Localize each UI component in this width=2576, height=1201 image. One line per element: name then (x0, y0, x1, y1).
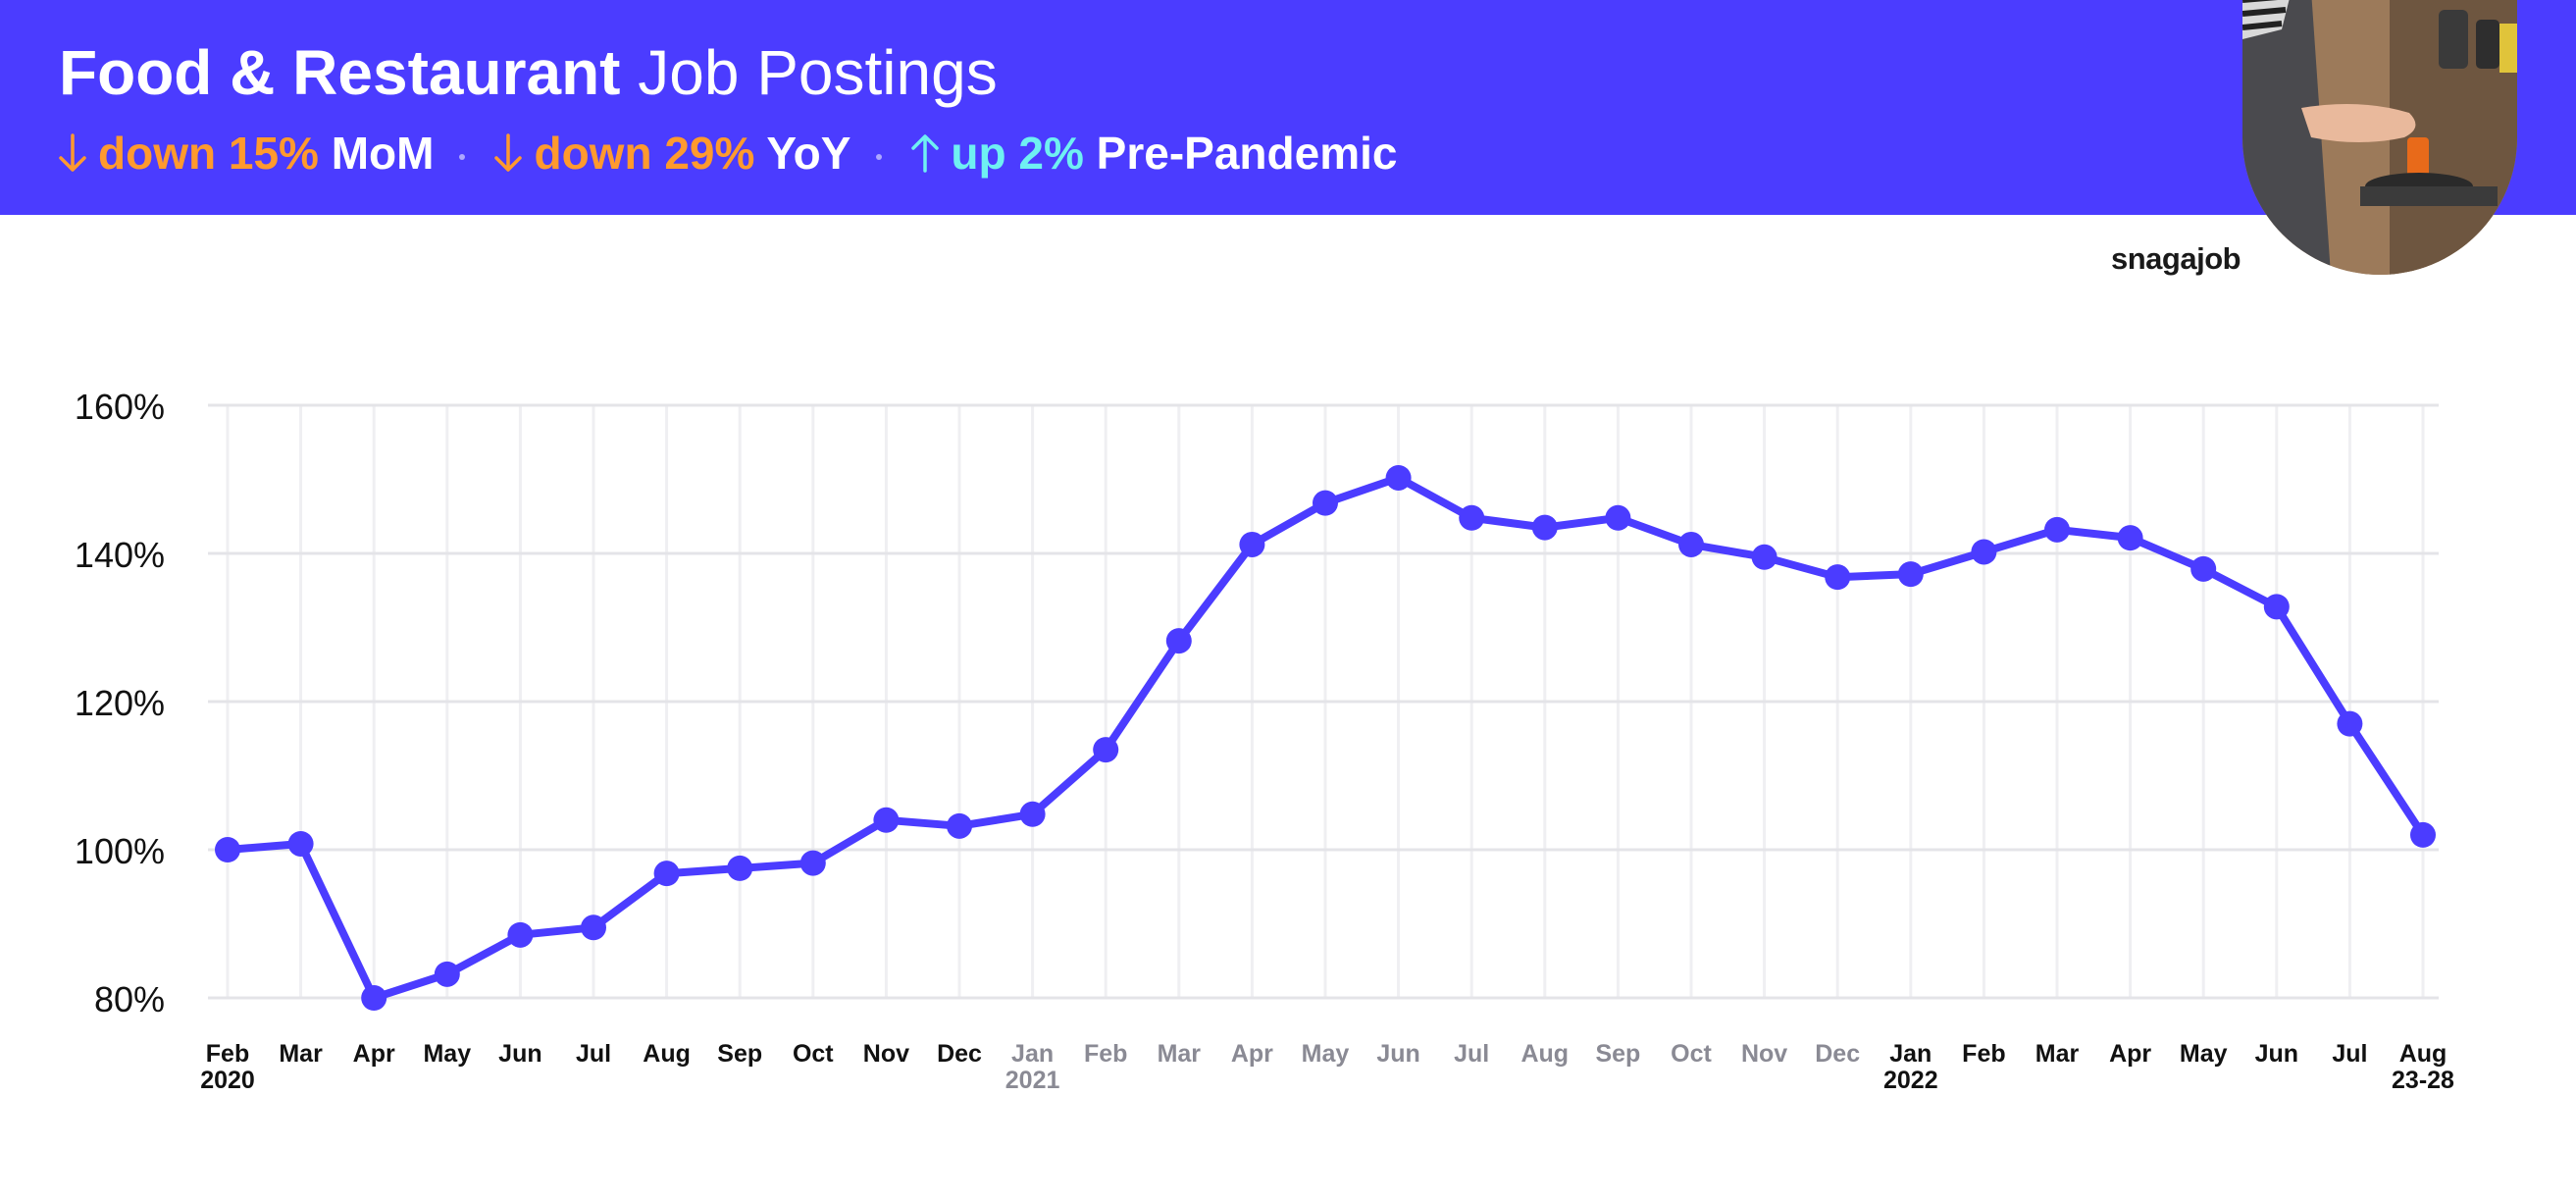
stats-row: down 15% MoM down 29% YoY up 2% Pre-Pand… (55, 122, 1397, 184)
arrow-down-icon (59, 133, 86, 172)
data-point (1459, 504, 1485, 531)
x-tick-label: Dec (937, 1040, 982, 1068)
data-point (434, 961, 460, 987)
x-tick-label: May (1302, 1040, 1350, 1068)
x-tick-label: Jun (1376, 1040, 1419, 1068)
x-tick-label: Sep (717, 1040, 762, 1068)
x-tick-label: Oct (1671, 1040, 1712, 1068)
data-point (873, 807, 900, 833)
data-point (361, 985, 387, 1011)
data-point (799, 850, 826, 876)
brand-logo: snagajob (2111, 241, 2241, 276)
y-axis-labels: 80% 100% 120% 140% 160% (75, 387, 165, 1019)
y-tick-label: 120% (75, 683, 165, 723)
x-tick-label: Apr (2109, 1040, 2151, 1068)
x-tick-label: Jun (2255, 1040, 2298, 1068)
data-point (1093, 737, 1119, 763)
data-point (287, 830, 314, 857)
x-tick-label: Apr (1231, 1040, 1273, 1068)
data-point (1678, 531, 1704, 557)
data-point (2117, 525, 2143, 551)
stat-mom: down 15% MoM (55, 122, 434, 184)
data-point (1019, 801, 1046, 827)
x-tick-label: Jan (1011, 1040, 1054, 1068)
data-point (1897, 561, 1924, 588)
data-point (2190, 555, 2217, 582)
arrow-down-icon (494, 133, 523, 172)
x-tick-label: Feb (1962, 1040, 2005, 1068)
x-tick-label: Apr (353, 1040, 395, 1068)
restaurant-photo (2242, 0, 2517, 275)
data-point (1971, 539, 1997, 565)
stat-mom-value: down 15% (98, 128, 319, 179)
data-point (1385, 464, 1412, 491)
stat-yoy-value: down 29% (534, 128, 755, 179)
x-tick-label: Nov (863, 1040, 909, 1068)
x-tick-label: Oct (793, 1040, 834, 1068)
data-point (947, 812, 972, 839)
x-tick-label: Jan (1889, 1040, 1932, 1068)
y-tick-label: 140% (75, 535, 165, 575)
header-banner: Food & Restaurant Job Postings down 15% … (0, 0, 2576, 215)
x-tick-label: Aug (643, 1040, 691, 1068)
x-tick-label: Aug (1520, 1040, 1569, 1068)
x-tick-label: Feb (1084, 1040, 1127, 1068)
x-tick-label: Mar (2035, 1040, 2080, 1068)
data-point (507, 921, 534, 948)
stat-prepandemic-label: Pre-Pandemic (1096, 128, 1398, 179)
separator-dot (876, 153, 883, 160)
data-point (727, 855, 753, 881)
x-tick-sublabel: 23-28 (2392, 1067, 2454, 1094)
x-tick-label: Dec (1815, 1040, 1860, 1068)
stat-mom-label: MoM (331, 128, 435, 179)
y-tick-label: 100% (75, 831, 165, 871)
data-point (1751, 544, 1777, 570)
data-point (1605, 504, 1631, 531)
x-tick-label: Mar (1158, 1040, 1202, 1068)
x-tick-label: May (423, 1040, 471, 1068)
x-tick-label: Jun (498, 1040, 541, 1068)
separator-dot (459, 153, 466, 160)
stat-yoy: down 29% YoY (490, 122, 850, 184)
x-tick-label: Jul (2332, 1040, 2367, 1068)
data-point (1531, 514, 1558, 541)
x-tick-label: Jul (1454, 1040, 1489, 1068)
x-tick-sublabel: 2021 (1005, 1067, 1060, 1094)
stat-yoy-label: YoY (766, 128, 851, 179)
title-light: Job Postings (638, 37, 998, 108)
page-title: Food & Restaurant Job Postings (59, 35, 998, 110)
x-tick-label: Feb (206, 1040, 249, 1068)
stat-prepandemic: up 2% Pre-Pandemic (907, 122, 1397, 184)
x-tick-label: May (2180, 1040, 2228, 1068)
data-point (1313, 490, 1338, 516)
y-tick-label: 80% (94, 979, 165, 1019)
x-tick-sublabel: 2022 (1883, 1067, 1938, 1094)
x-tick-label: Mar (279, 1040, 323, 1068)
y-tick-label: 160% (75, 387, 165, 427)
barista-illustration (2242, 0, 2517, 275)
x-tick-label: Jul (576, 1040, 611, 1068)
data-point (1165, 628, 1192, 654)
data-point (2337, 710, 2363, 737)
x-tick-label: Aug (2399, 1040, 2447, 1068)
title-bold: Food & Restaurant (59, 37, 621, 108)
data-point (581, 914, 606, 941)
x-tick-sublabel: 2020 (200, 1067, 255, 1094)
data-point (215, 837, 240, 862)
x-tick-label: Sep (1595, 1040, 1640, 1068)
horizontal-grid (208, 403, 2439, 1000)
data-point (2044, 516, 2070, 543)
series-points (215, 464, 2436, 1011)
arrow-up-icon (911, 134, 940, 173)
stat-prepandemic-value: up 2% (951, 128, 1084, 179)
data-point (2263, 594, 2290, 620)
data-point (653, 861, 680, 887)
data-point (1825, 564, 1851, 591)
data-point (1239, 531, 1265, 557)
x-tick-label: Nov (1741, 1040, 1787, 1068)
data-point (2410, 821, 2436, 848)
